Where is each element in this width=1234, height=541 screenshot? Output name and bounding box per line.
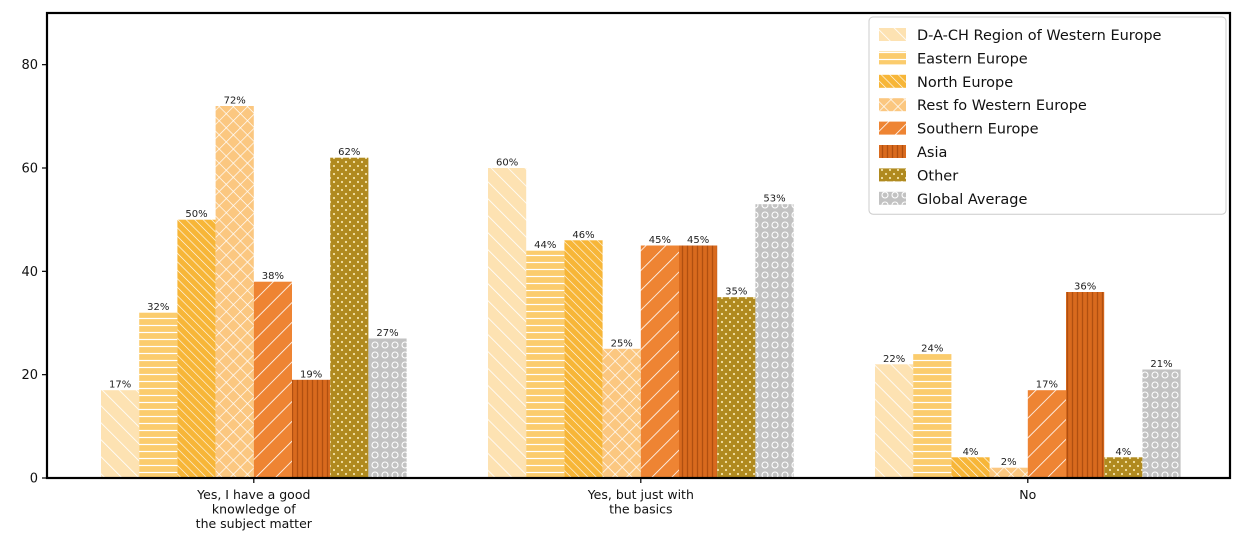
x-tick-label: Yes, I have a good knowledge of the subjec… (196, 487, 313, 531)
legend-label: D-A-CH Region of Western Europe (917, 28, 1162, 44)
bar-6-2 (679, 245, 718, 478)
legend-label: Global Average (917, 192, 1027, 208)
data-label: 45% (649, 235, 671, 246)
legend-swatch (879, 121, 906, 135)
legend-box (868, 16, 1227, 215)
legend-swatch (879, 98, 906, 112)
bar-3-1 (177, 219, 216, 478)
bar-7-3 (1104, 457, 1143, 478)
legend-label: Asia (917, 145, 947, 161)
data-label: 24% (921, 344, 943, 355)
bar-7-2 (717, 297, 756, 478)
legend-swatch (879, 28, 906, 41)
legend-label: Southern Europe (917, 122, 1039, 138)
x-axis: Yes, I have a good knowledge of the subjec… (196, 478, 1036, 531)
data-label: 27% (376, 328, 398, 339)
data-label: 17% (109, 380, 131, 391)
bar-1-3 (875, 364, 914, 478)
bar-3-3 (951, 457, 990, 478)
data-label: 2% (1001, 457, 1017, 468)
data-label: 36% (1074, 282, 1096, 293)
bar-5-2 (640, 245, 679, 478)
legend-swatch (879, 191, 906, 205)
bar-4-2 (602, 348, 641, 478)
x-tick-label: No (1019, 487, 1036, 502)
data-label: 17% (1036, 380, 1058, 391)
data-label: 22% (883, 354, 905, 365)
data-label: 72% (224, 96, 246, 107)
legend-swatch (879, 74, 906, 88)
legend-swatch (879, 168, 906, 182)
y-tick-label: 60 (21, 162, 38, 177)
data-label: 46% (572, 230, 594, 241)
y-tick-label: 20 (21, 368, 38, 383)
y-tick-label: 40 (21, 265, 38, 280)
bar-6-1 (292, 379, 331, 478)
legend-swatch (879, 51, 906, 65)
data-label: 4% (963, 447, 979, 458)
y-axis: 0 20 40 60 80 (21, 58, 47, 487)
bar-5-3 (1027, 390, 1066, 478)
legend-label: Other (917, 168, 958, 184)
data-label: 38% (262, 271, 284, 282)
data-label: 53% (763, 194, 785, 205)
data-label: 60% (496, 158, 518, 169)
bar-4-3 (989, 467, 1028, 478)
bar-2-3 (913, 354, 952, 478)
data-label: 50% (185, 209, 207, 220)
legend: D-A-CH Region of Western Europe Eastern E… (868, 16, 1227, 215)
legend-swatch (879, 145, 906, 158)
data-label: 45% (687, 235, 709, 246)
bar-7-1 (330, 157, 369, 478)
data-label: 44% (534, 240, 556, 251)
bar-2-1 (139, 312, 178, 478)
bar-3-2 (564, 240, 603, 478)
bar-1-1 (101, 390, 140, 478)
bar-8-2 (755, 204, 794, 478)
data-label: 62% (338, 147, 360, 158)
y-tick-label: 0 (30, 472, 38, 487)
data-label: 25% (611, 338, 633, 349)
bar-8-1 (368, 338, 407, 478)
data-label: 21% (1150, 359, 1172, 370)
bar-6-3 (1066, 292, 1105, 478)
bar-8-3 (1142, 369, 1181, 478)
plot-frame (45, 11, 1232, 480)
data-label: 19% (300, 369, 322, 380)
bars-layer: 17% 60% 22% 32% 44% 24% 50% 46% 4% 72% 25% 2% 38% 45%… (101, 96, 1181, 478)
bar-4-1 (215, 106, 254, 478)
bar-1-2 (488, 168, 527, 478)
data-label: 4% (1115, 447, 1131, 458)
data-label: 32% (147, 302, 169, 313)
x-tick-label: Yes, but just with the basics (587, 487, 694, 517)
bar-5-1 (253, 281, 292, 478)
data-label: 35% (725, 287, 747, 298)
y-tick-label: 80 (21, 58, 38, 73)
legend-label: North Europe (917, 75, 1013, 91)
bar-2-2 (526, 250, 565, 478)
legend-label: Rest fo Western Europe (917, 98, 1087, 114)
legend-label: Eastern Europe (917, 51, 1028, 67)
